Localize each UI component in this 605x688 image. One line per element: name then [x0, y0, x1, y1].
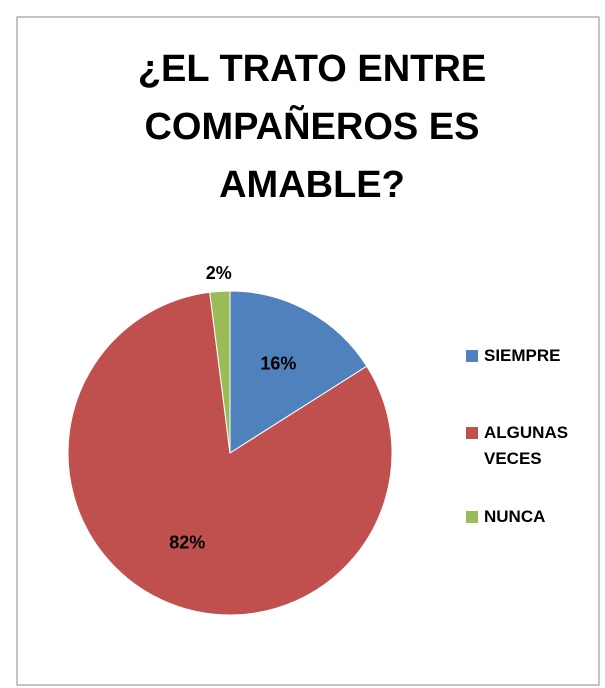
data-label: 2%: [206, 263, 232, 283]
legend-item: NUNCA: [466, 504, 596, 530]
pie-slice: [67, 291, 393, 616]
legend-swatch: [466, 511, 478, 523]
legend-swatch: [466, 350, 478, 362]
data-label: 82%: [169, 533, 205, 553]
pie-slice: [209, 290, 231, 454]
legend-label: SIEMPRE: [484, 346, 561, 365]
pie-slice: [229, 290, 368, 454]
data-label: 16%: [260, 354, 296, 374]
legend-label: NUNCA: [484, 507, 546, 526]
legend-swatch: [466, 427, 478, 439]
chart-title: ¿EL TRATO ENTRE COMPAÑEROS ES AMABLE?: [137, 48, 487, 206]
legend-item: SIEMPRE: [466, 343, 596, 369]
legend-item: ALGUNAS VECES: [466, 420, 596, 472]
chart-border: [16, 16, 600, 686]
legend-label: ALGUNAS VECES: [484, 423, 569, 468]
